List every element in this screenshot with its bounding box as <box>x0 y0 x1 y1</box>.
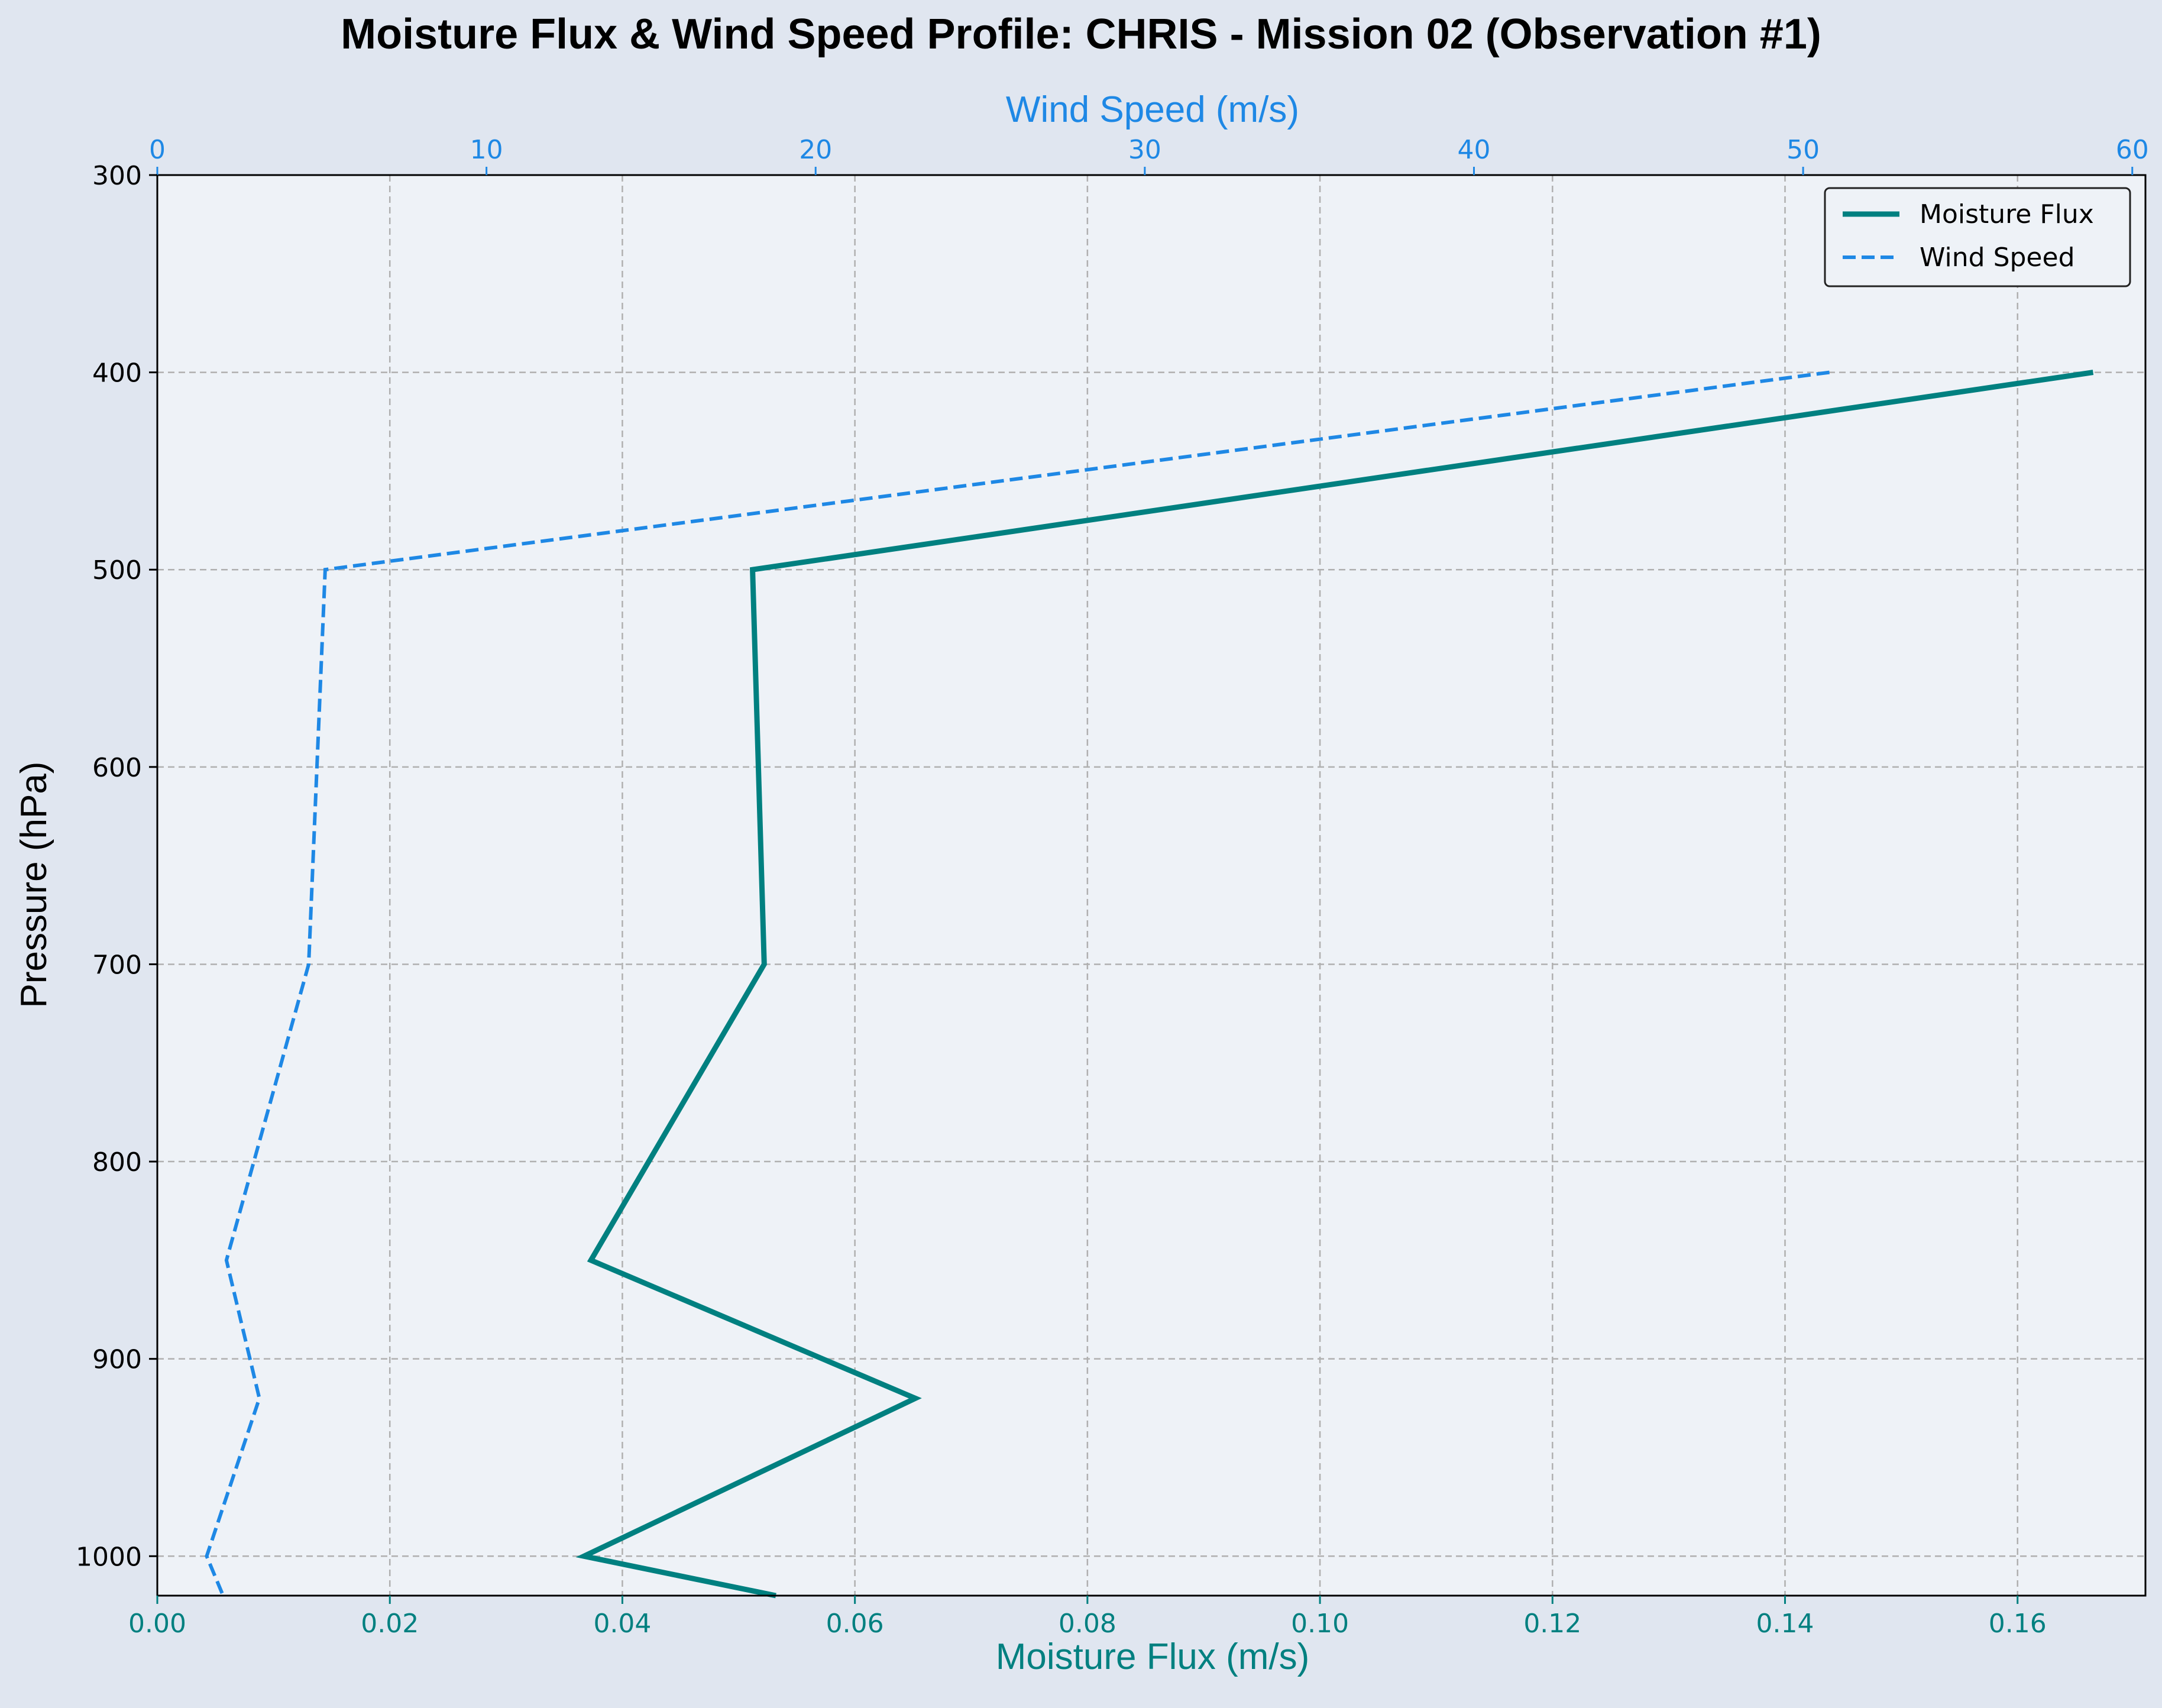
bottom-axis-label: Moisture Flux (m/s) <box>996 1636 1309 1677</box>
ticks-layer: 0.00 0.02 0.04 0.06 0.08 0.10 0.12 0.14 0.16 0 10 2… <box>76 135 2149 1639</box>
x-tick-label: 0.16 <box>1989 1609 2047 1639</box>
y-tick-label: 700 <box>92 950 142 980</box>
y-tick-label: 600 <box>92 753 142 783</box>
x2-tick-label: 40 <box>1457 135 1490 165</box>
series-layer <box>205 370 2094 1599</box>
legend-box <box>1824 187 2131 287</box>
x2-tick-label: 20 <box>799 135 832 165</box>
y-tick-label: 400 <box>92 358 142 389</box>
legend-label-moisture-flux: Moisture Flux <box>1920 199 2094 229</box>
plot-frame <box>156 174 2147 1597</box>
x-tick-label: 0.14 <box>1756 1609 1814 1639</box>
legend-label-wind-speed: Wind Speed <box>1920 242 2075 273</box>
plot-area <box>157 175 2145 1596</box>
top-axis-label: Wind Speed (m/s) <box>1006 89 1299 130</box>
x-tick-label: 0.08 <box>1059 1609 1116 1639</box>
x2-tick-label: 0 <box>149 135 166 165</box>
x-tick-label: 0.06 <box>826 1609 884 1639</box>
y-axis-label: Pressure (hPa) <box>14 762 54 1008</box>
y-tick-label: 900 <box>92 1345 142 1375</box>
series-line-moisture-flux <box>575 370 2094 1599</box>
series-line-wind-speed <box>205 370 1830 1597</box>
chart-title: Moisture Flux & Wind Speed Profile: CHRI… <box>341 11 1821 58</box>
x2-tick-label: 10 <box>470 135 503 165</box>
x-tick-label: 0.10 <box>1291 1609 1349 1639</box>
x2-tick-label: 60 <box>2116 135 2149 165</box>
x-tick-label: 0.04 <box>593 1609 651 1639</box>
y-tick-label: 800 <box>92 1147 142 1178</box>
x2-tick-label: 50 <box>1786 135 1820 165</box>
y-tick-label: 300 <box>92 161 142 191</box>
y-tick-label: 500 <box>92 555 142 585</box>
x-tick-label: 0.12 <box>1523 1609 1581 1639</box>
grid-lines <box>157 175 2145 1596</box>
x-tick-label: 0.02 <box>361 1609 419 1639</box>
legend: Moisture Flux Wind Speed <box>1824 187 2131 287</box>
y-tick-label: 1000 <box>76 1542 142 1572</box>
x-tick-label: 0.00 <box>128 1609 186 1639</box>
x2-tick-label: 30 <box>1128 135 1161 165</box>
